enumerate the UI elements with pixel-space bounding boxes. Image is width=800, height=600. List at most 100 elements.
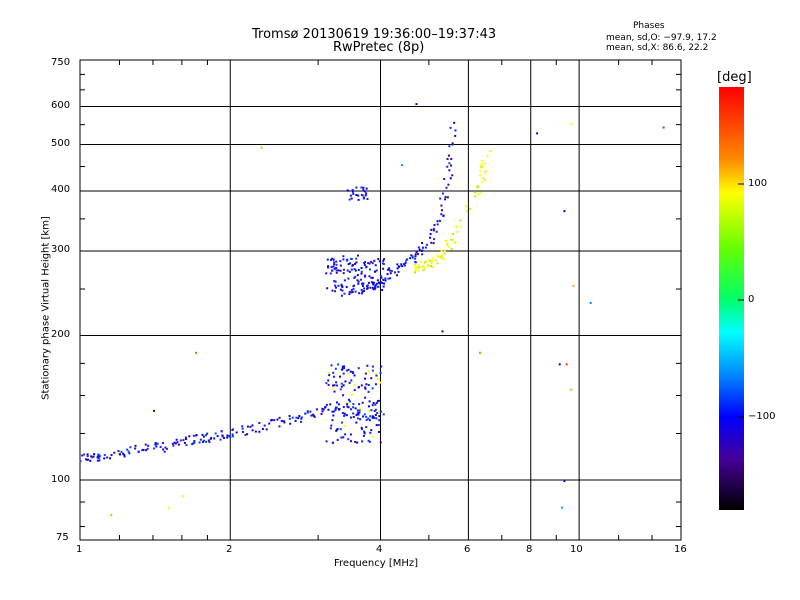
scatter-point bbox=[325, 403, 328, 406]
scatter-point bbox=[414, 257, 417, 260]
scatter-point bbox=[98, 455, 101, 458]
scatter-point bbox=[447, 154, 450, 157]
scatter-point bbox=[352, 285, 355, 288]
scatter-point bbox=[343, 414, 346, 417]
scatter-point bbox=[334, 286, 337, 289]
scatter-point bbox=[347, 277, 350, 280]
y-tick-label: 100 bbox=[51, 474, 71, 485]
scatter-point bbox=[155, 445, 158, 448]
scatter-point bbox=[451, 174, 454, 177]
scatter-point bbox=[173, 441, 176, 444]
scatter-point bbox=[300, 416, 303, 419]
scatter-point bbox=[354, 275, 357, 278]
scatter-point bbox=[465, 210, 468, 213]
scatter-point bbox=[376, 400, 379, 403]
scatter-point bbox=[446, 165, 449, 168]
scatter-point bbox=[371, 262, 374, 265]
scatter-point bbox=[479, 191, 482, 194]
scatter-point bbox=[324, 406, 327, 409]
scatter-point bbox=[374, 372, 377, 375]
scatter-point bbox=[340, 385, 343, 388]
scatter-point bbox=[343, 365, 346, 368]
scatter-point bbox=[355, 257, 358, 260]
scatter-point bbox=[327, 371, 330, 374]
scatter-point bbox=[662, 126, 665, 129]
scatter-point bbox=[372, 401, 375, 404]
scatter-point bbox=[374, 270, 377, 273]
scatter-point bbox=[263, 424, 266, 427]
scatter-point bbox=[335, 428, 338, 431]
scatter-point bbox=[483, 178, 486, 181]
scatter-point bbox=[103, 453, 106, 456]
scatter-point bbox=[340, 283, 343, 286]
scatter-point bbox=[365, 418, 368, 421]
scatter-point bbox=[561, 506, 564, 509]
scatter-point bbox=[480, 159, 483, 162]
scatter-point bbox=[341, 289, 344, 292]
scatter-point bbox=[421, 253, 424, 256]
scatter-point bbox=[379, 441, 382, 444]
scatter-point bbox=[375, 424, 378, 427]
x-tick-label: 6 bbox=[464, 544, 471, 555]
scatter-point bbox=[199, 438, 202, 441]
y-tick-label: 75 bbox=[56, 532, 69, 543]
scatter-point bbox=[352, 412, 355, 415]
scatter-point bbox=[366, 197, 369, 200]
scatter-point bbox=[430, 228, 433, 231]
scatter-point bbox=[331, 384, 334, 387]
scatter-point bbox=[288, 414, 291, 417]
scatter-point bbox=[371, 365, 374, 368]
scatter-point bbox=[278, 416, 281, 419]
scatter-point bbox=[213, 437, 216, 440]
scatter-point bbox=[360, 186, 363, 189]
scatter-point bbox=[332, 258, 335, 261]
scatter-point bbox=[354, 440, 357, 443]
scatter-point bbox=[338, 375, 341, 378]
scatter-point bbox=[358, 411, 361, 414]
scatter-point bbox=[415, 103, 418, 106]
scatter-point bbox=[432, 227, 435, 230]
scatter-point bbox=[367, 370, 370, 373]
scatter-point bbox=[346, 403, 349, 406]
scatter-point bbox=[355, 194, 358, 197]
scatter-point bbox=[113, 451, 116, 454]
scatter-point bbox=[333, 263, 336, 266]
scatter-point bbox=[485, 170, 488, 173]
scatter-point bbox=[429, 236, 432, 239]
scatter-point bbox=[134, 447, 137, 450]
y-tick-label: 500 bbox=[51, 138, 71, 149]
scatter-point bbox=[558, 363, 561, 366]
scatter-point bbox=[334, 280, 337, 283]
scatter-point bbox=[294, 419, 297, 422]
scatter-point bbox=[89, 459, 92, 462]
scatter-point bbox=[219, 438, 222, 441]
scatter-point bbox=[283, 420, 286, 423]
scatter-point bbox=[342, 258, 345, 261]
scatter-point bbox=[315, 408, 318, 411]
scatter-point bbox=[481, 166, 484, 169]
scatter-point bbox=[241, 430, 244, 433]
scatter-point bbox=[336, 401, 339, 404]
scatter-point bbox=[231, 429, 234, 432]
scatter-point bbox=[251, 429, 254, 432]
scatter-point bbox=[368, 400, 371, 403]
scatter-point bbox=[360, 288, 363, 291]
scatter-point bbox=[570, 388, 573, 391]
scatter-point bbox=[356, 274, 359, 277]
scatter-point bbox=[333, 280, 336, 283]
scatter-point bbox=[374, 287, 377, 290]
scatter-point bbox=[357, 367, 360, 370]
scatter-point bbox=[81, 454, 84, 457]
scatter-point bbox=[380, 276, 383, 279]
scatter-point bbox=[106, 456, 109, 459]
scatter-point bbox=[351, 190, 354, 193]
scatter-point bbox=[353, 374, 356, 377]
scatter-point bbox=[413, 263, 416, 266]
scatter-point bbox=[346, 405, 349, 408]
scatter-point bbox=[330, 364, 333, 367]
scatter-point bbox=[339, 388, 342, 391]
scatter-point bbox=[331, 289, 334, 292]
scatter-point bbox=[474, 191, 477, 194]
scatter-point bbox=[85, 458, 88, 461]
scatter-point bbox=[260, 146, 263, 149]
